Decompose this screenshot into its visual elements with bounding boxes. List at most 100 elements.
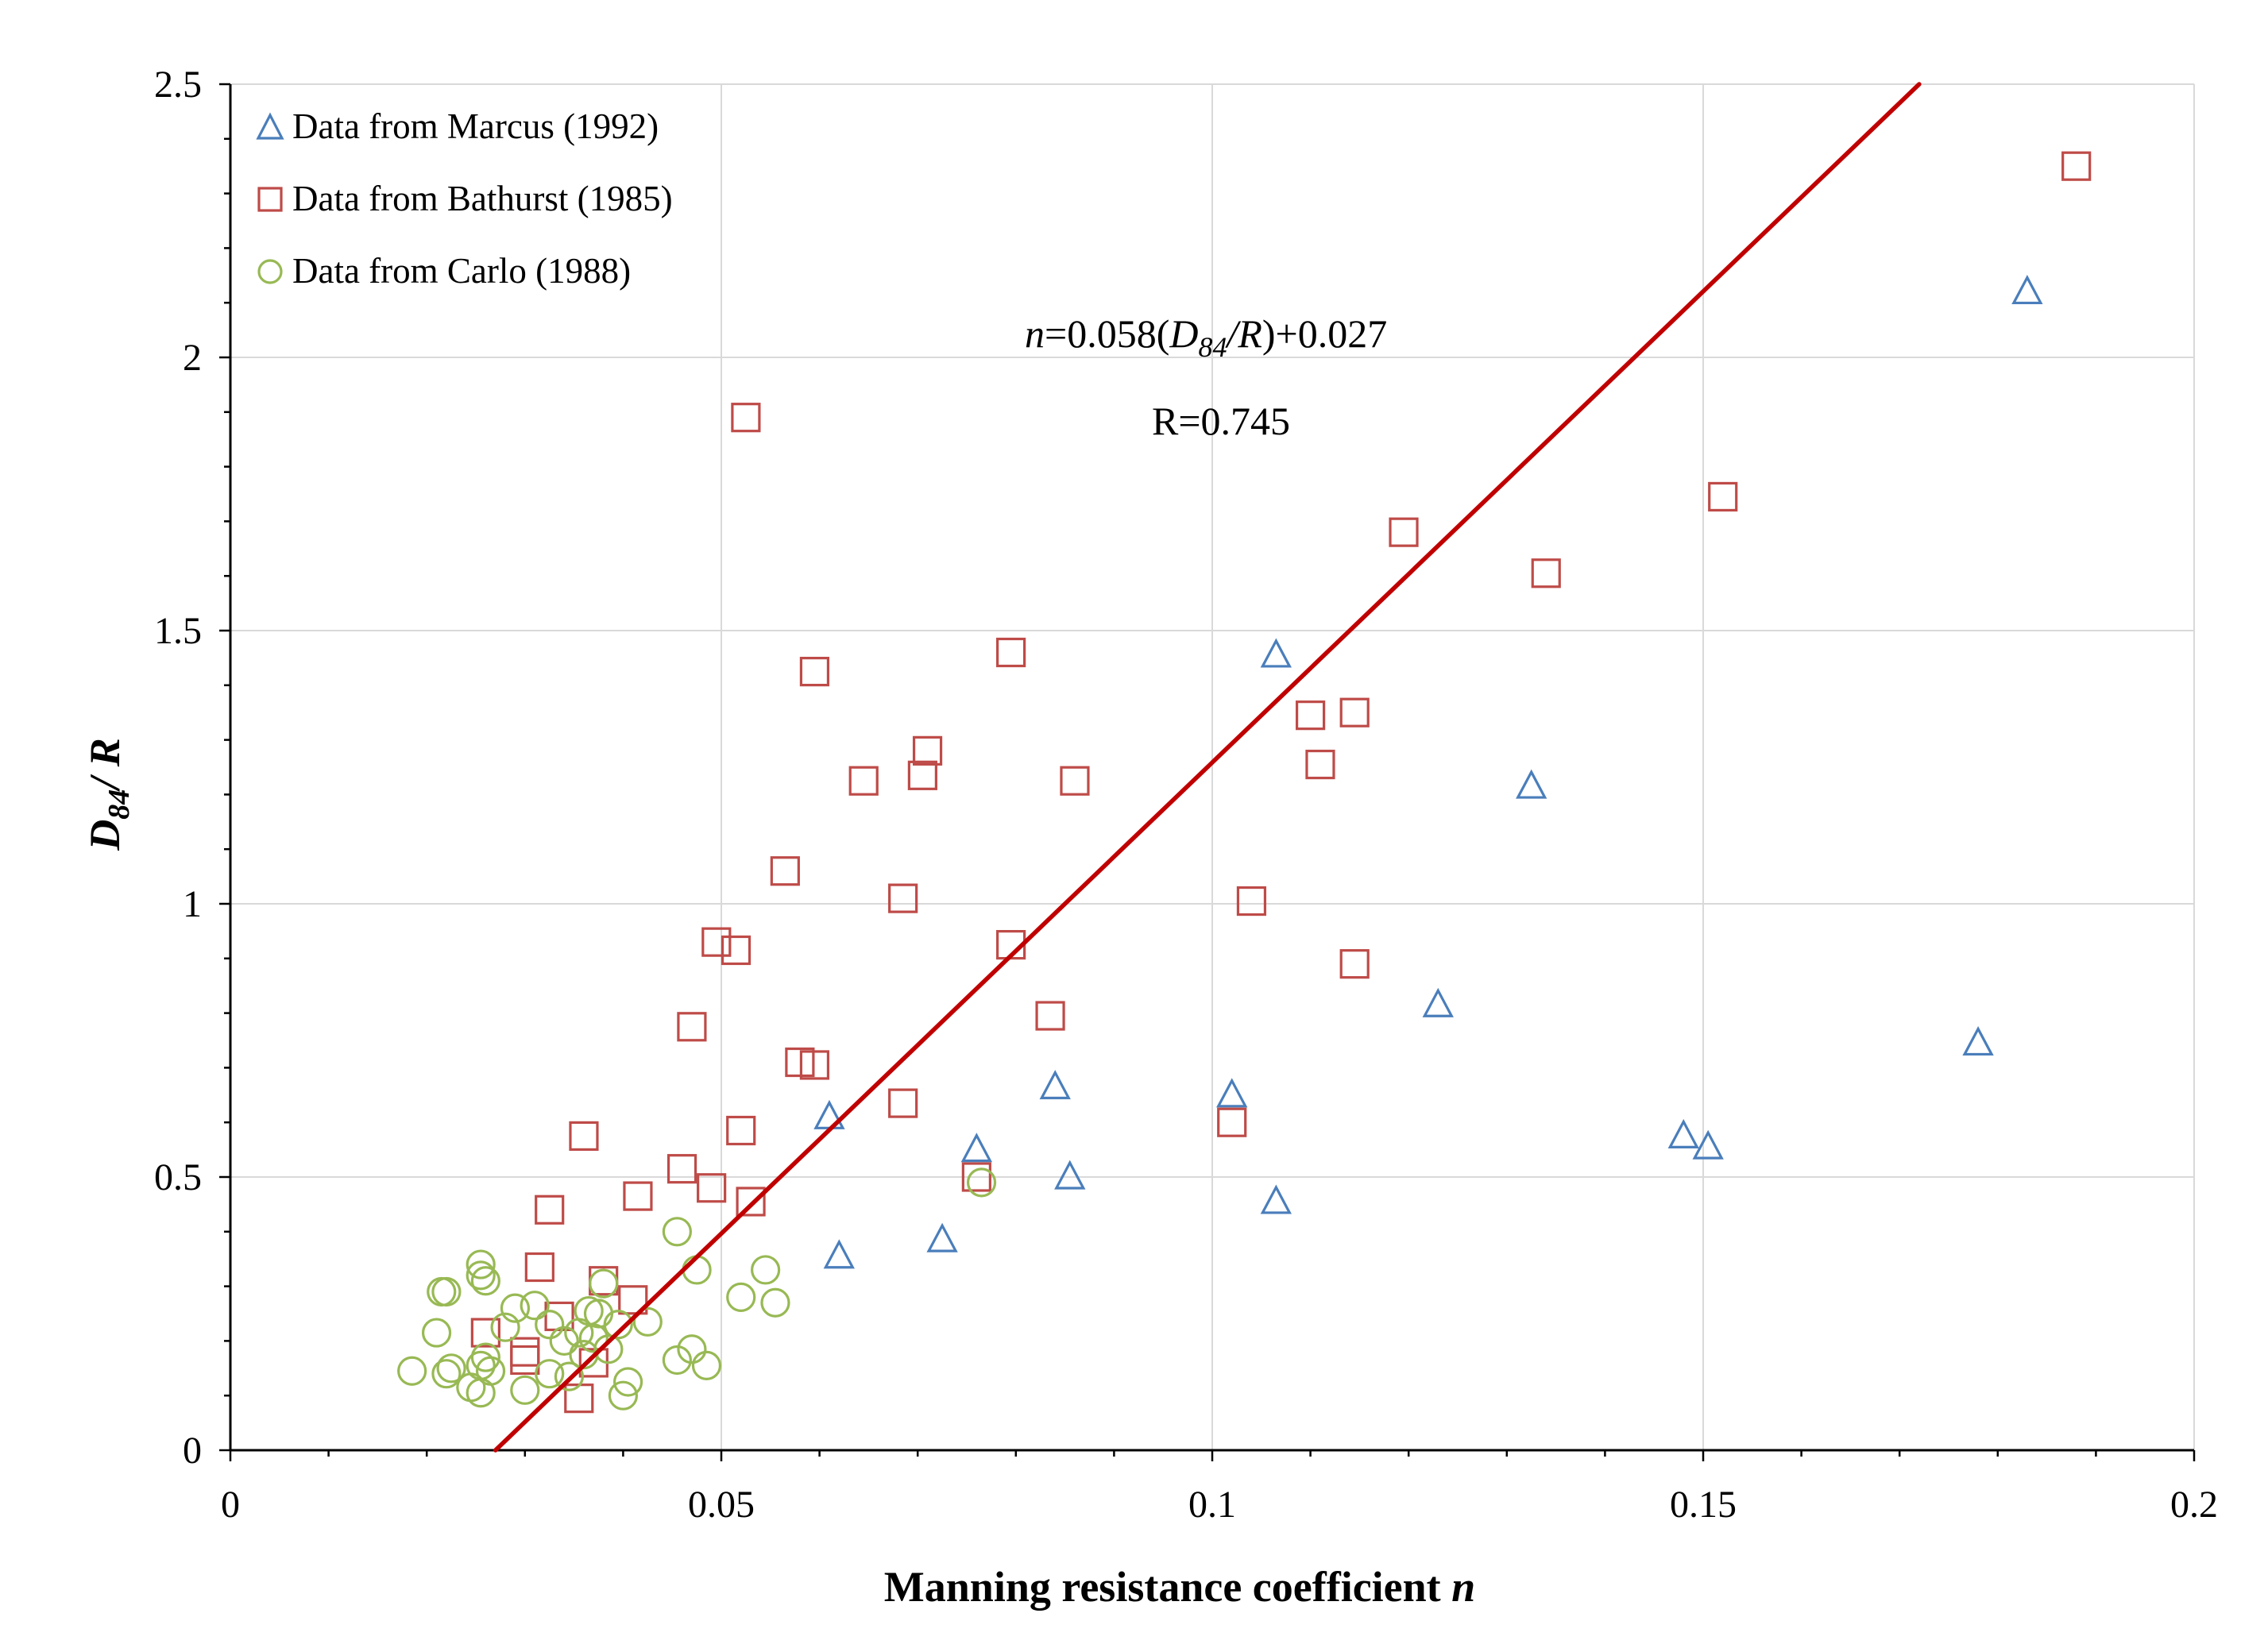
x-axis-title: Manning resistance coefficient n [884,1563,1475,1611]
legend-label-bathurst: Data from Bathurst (1985) [292,179,673,218]
x-tick-label: 0.1 [1188,1484,1236,1526]
bathurst-point [666,1154,697,1184]
equation-n: n [1025,311,1045,356]
marcus-point [1039,1070,1071,1100]
x-tick-label: 0 [221,1484,240,1526]
bathurst-point [912,735,943,766]
bathurst-point [470,1318,500,1348]
bathurst-point [1217,1107,1247,1137]
carlo-point [456,1372,486,1403]
carlo-point [603,1310,633,1340]
carlo-point [500,1293,531,1323]
equation-sub: 84 [1198,331,1227,363]
carlo-point [589,1268,619,1299]
marcus-point [1667,1118,1699,1149]
bathurst-point [961,1162,991,1192]
carlo-point [578,1323,609,1353]
carlo-point [760,1287,790,1318]
carlo-point [632,1306,663,1337]
y-tick-label: 0.5 [154,1156,202,1198]
y-axis-title-rest: / R [81,738,129,793]
legend-square-marker [257,187,283,212]
legend: Data from Marcus (1992) Data from Bathur… [256,106,673,291]
carlo-point [470,1342,500,1372]
bathurst-point [535,1194,565,1225]
bathurst-point [544,1301,574,1332]
bathurst-point [770,856,800,886]
carlo-point [436,1353,466,1384]
carlo-point [682,1255,712,1285]
carlo-point [612,1367,643,1397]
equation-part2: )+0.027 [1262,311,1387,356]
carlo-point [554,1361,585,1391]
grid [230,83,2195,1450]
y-tick-label: 1 [183,883,202,925]
legend-item-bathurst: Data from Bathurst (1985) [257,179,673,218]
carlo-point [520,1291,550,1321]
bathurst-point [1236,886,1267,917]
bathurst-point [589,1266,619,1296]
carlo-point [662,1217,692,1247]
bathurst-point [1305,749,1335,780]
carlo-point [490,1312,520,1342]
tick-marks [219,83,2196,1461]
carlo-point [677,1334,707,1364]
y-tick-label: 0 [183,1430,202,1472]
equation-d: D [1169,311,1198,356]
marcus-point [1422,987,1454,1017]
data-points [397,151,2092,1414]
marcus-point [1216,1078,1248,1108]
carlo-point [397,1356,427,1386]
legend-label-carlo: Data from Carlo (1988) [292,251,631,291]
marcus-point [960,1133,993,1163]
fit-line-group [493,82,1922,1453]
x-axis-title-text: Manning resistance coefficient [884,1563,1451,1611]
r-value: R=0.745 [1152,399,1290,443]
carlo-point [691,1350,722,1380]
bathurst-point [2061,151,2092,181]
equation-part1: =0.058( [1045,311,1169,356]
marcus-point [1962,1026,1994,1056]
legend-item-carlo: Data from Carlo (1988) [257,251,631,291]
carlo-point [466,1260,496,1291]
legend-circle-marker [257,259,283,284]
x-axis-title-italic: n [1451,1563,1475,1611]
legend-label-marcus: Data from Marcus (1992) [292,106,659,146]
bathurst-point [888,883,918,913]
x-tick-label: 0.05 [688,1484,755,1526]
carlo-point [966,1167,997,1198]
bathurst-point [618,1285,648,1315]
fit-equation: n=0.058(D84/R)+0.027 [1025,311,1387,363]
marcus-point [1260,1184,1292,1214]
y-tick-label: 2.5 [154,64,202,106]
carlo-point [751,1255,781,1285]
marcus-point [823,1239,855,1269]
tick-labels: 0 0.5 1 1.5 2 2.5 0 0.05 0.1 0.15 0.2 [154,64,2218,1526]
bathurst-point [721,935,751,966]
bathurst-point [799,656,830,687]
bathurst-point [1389,517,1419,547]
carlo-point [535,1359,565,1389]
carlo-point [470,1266,500,1296]
bathurst-point [697,1173,727,1203]
bathurst-point [1708,481,1738,512]
legend-item-marcus: Data from Marcus (1992) [256,106,659,146]
bathurst-point [848,766,879,796]
carlo-point [608,1380,639,1411]
carlo-point [549,1326,579,1356]
marcus-point [813,1099,845,1129]
bathurst-point [888,1088,918,1118]
x-tick-label: 0.2 [2170,1484,2218,1526]
bathurst-point [510,1337,540,1367]
carlo-point [431,1359,462,1389]
bathurst-point [731,403,761,433]
bathurst-point [996,637,1026,668]
x-tick-label: 0.15 [1670,1484,1737,1526]
y-axis-title-sub: 84 [102,789,136,820]
bathurst-point [1339,949,1370,979]
bathurst-point [907,760,937,790]
bathurst-point [1060,766,1090,796]
bathurst-point [799,1050,830,1080]
bathurst-point [569,1121,599,1152]
